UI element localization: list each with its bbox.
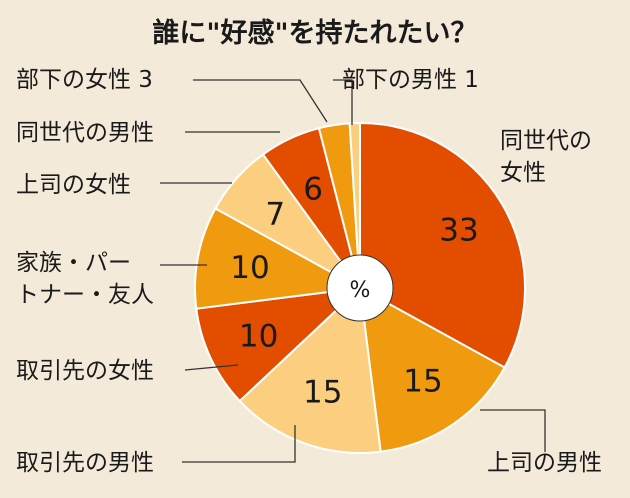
pie-slice <box>195 286 363 403</box>
slice-value-label: 10 <box>230 250 269 286</box>
callout-label: 女性 <box>500 160 546 186</box>
callout-label: 取引先の男性 <box>16 450 154 476</box>
slice-value-label: 15 <box>403 364 442 400</box>
slice-value-label: 10 <box>239 319 278 355</box>
pie-slices <box>194 121 526 454</box>
callout-label: 部下の女性 3 <box>16 67 153 93</box>
callout-leader-line <box>182 425 296 463</box>
callout-label: 上司の女性 <box>16 172 131 198</box>
center-percent-label: % <box>350 278 371 303</box>
callout-label: 家族・パー <box>16 250 131 276</box>
pie-slice <box>358 286 506 453</box>
pie-slice <box>194 207 364 310</box>
callout-label: 上司の男性 <box>487 450 602 476</box>
callout-label: 取引先の女性 <box>16 358 154 384</box>
callout-label: 同世代の男性 <box>16 120 154 146</box>
callout-label: トナー・友人 <box>16 282 154 308</box>
callout-label: 部下の男性 1 <box>342 67 479 93</box>
pie-slice <box>348 121 361 289</box>
pie-slice <box>359 121 526 369</box>
slice-value-labels: 33 15 15 10 10 76 <box>230 171 478 410</box>
pie-slice <box>238 285 382 454</box>
callout-leader-lines <box>160 79 546 463</box>
callout-leader-line <box>480 409 546 452</box>
chart-title: 誰に"好感"を持たれたい？ <box>152 17 477 49</box>
callout-leader-line <box>184 364 239 371</box>
slice-value-label: 7 <box>265 196 285 232</box>
slice-value-label: 6 <box>303 171 323 207</box>
center-hole <box>326 254 394 322</box>
callout-leader-line <box>193 79 328 123</box>
callout-label: 同世代の <box>500 128 592 154</box>
callout-leader-line <box>333 79 353 125</box>
slice-value-label: 15 <box>303 374 342 410</box>
slice-value-label: 33 <box>439 212 478 248</box>
